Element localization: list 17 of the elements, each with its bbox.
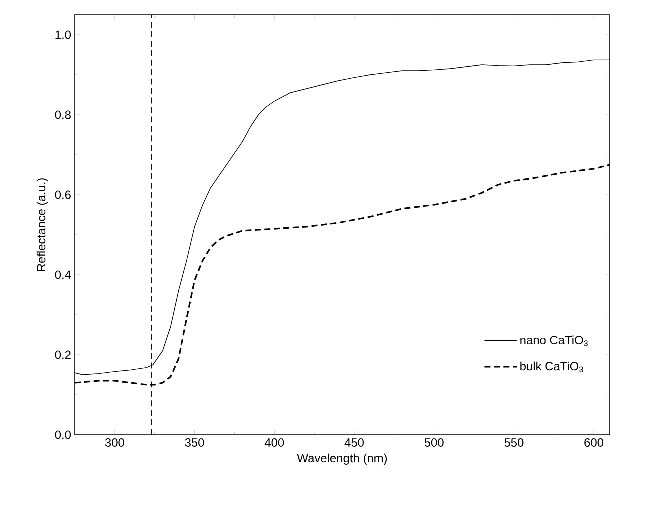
x-tick-label: 400 xyxy=(264,438,284,447)
y-tick-label: 0.8 xyxy=(55,110,71,120)
x-axis-title: Wavelength (nm) xyxy=(297,454,388,465)
x-tick-label: 500 xyxy=(424,438,444,447)
x-tick-label: 550 xyxy=(504,438,524,447)
y-tick-label: 0.2 xyxy=(55,350,71,360)
x-tick-label: 600 xyxy=(584,438,604,447)
legend-label: bulk CaTiO$_{3}$ xyxy=(520,362,584,372)
y-tick-label: 0.0 xyxy=(55,430,72,440)
y-tick-label: 1.0 xyxy=(56,30,72,40)
y-tick-label: 0.6 xyxy=(55,190,71,200)
legend-label: nano CaTiO$_{3}$ xyxy=(520,336,588,346)
x-tick-label: 300 xyxy=(105,438,124,447)
y-tick-label: 0.4 xyxy=(55,270,72,280)
y-axis-title: Reflectance (a.u.) xyxy=(36,178,48,272)
x-tick-label: 450 xyxy=(344,438,364,447)
x-tick-label: 350 xyxy=(185,438,204,447)
